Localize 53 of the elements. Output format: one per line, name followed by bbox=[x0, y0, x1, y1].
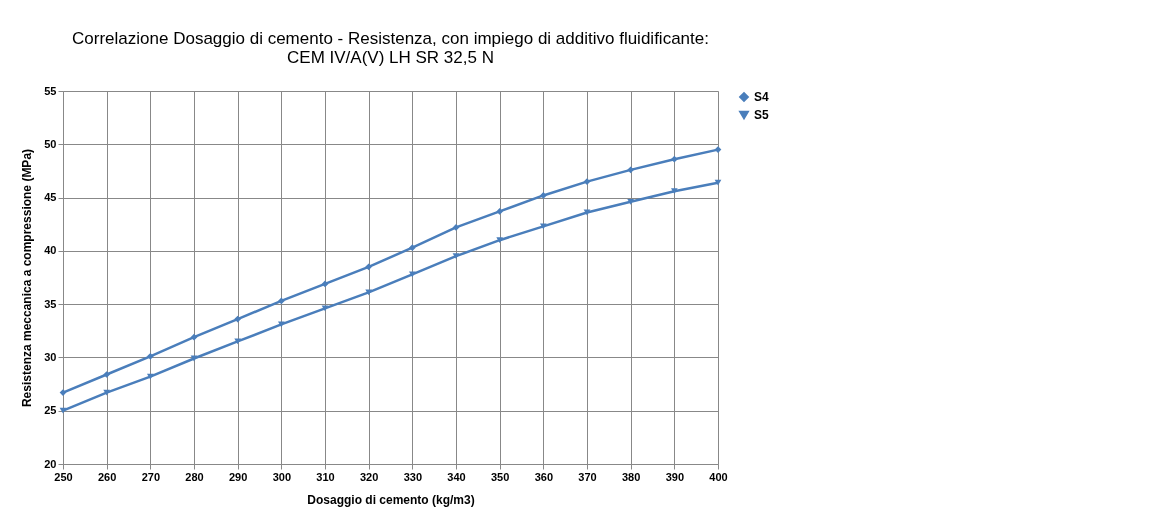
point bbox=[408, 271, 416, 278]
point bbox=[714, 179, 722, 186]
x-tick-label: 360 bbox=[534, 470, 554, 483]
y-tick-label: 30 bbox=[44, 350, 57, 363]
point bbox=[408, 244, 416, 252]
point bbox=[496, 237, 504, 244]
point bbox=[539, 192, 547, 199]
point bbox=[627, 198, 635, 205]
y-tick-label: 35 bbox=[44, 297, 57, 310]
point bbox=[103, 389, 111, 396]
point bbox=[627, 166, 635, 174]
point bbox=[539, 223, 547, 230]
x-tick-label: 300 bbox=[272, 470, 292, 483]
y-tick-label: 45 bbox=[44, 191, 57, 204]
y-tick-label: 40 bbox=[44, 244, 57, 257]
x-tick-label: 390 bbox=[665, 470, 685, 483]
text: Correlazione Dosaggio di cemento - Resistenza, con impiego di additivo fluidificante: bbox=[72, 29, 709, 48]
y-tick-label: 50 bbox=[44, 137, 57, 150]
point bbox=[321, 280, 329, 288]
x-tick-label: 370 bbox=[578, 470, 597, 483]
legend-label: S4 bbox=[754, 90, 769, 104]
y-tick-label: 25 bbox=[44, 404, 57, 417]
x-tick-label: 270 bbox=[141, 470, 161, 483]
point bbox=[103, 371, 111, 378]
x-tick-label: 400 bbox=[709, 470, 728, 483]
point bbox=[190, 355, 198, 362]
point bbox=[277, 321, 285, 328]
point bbox=[146, 353, 154, 360]
x-tick-label: 330 bbox=[403, 470, 423, 483]
x-tick-label: 260 bbox=[97, 470, 117, 483]
point bbox=[670, 188, 678, 195]
y-axis-title: Resistenza meccanica a compressione (MPa) bbox=[20, 148, 35, 408]
text: CEM IV/A(V) LH SR 32,5 N bbox=[287, 48, 494, 67]
x-tick-label: 290 bbox=[228, 470, 248, 483]
point bbox=[234, 315, 242, 323]
x-tick-label: 320 bbox=[359, 470, 379, 483]
x-axis-title: Dosaggio di cemento (kg/m3) bbox=[307, 492, 475, 507]
point bbox=[365, 263, 373, 271]
point bbox=[452, 253, 460, 260]
x-tick-label: 350 bbox=[490, 470, 510, 483]
point bbox=[583, 209, 591, 216]
point bbox=[277, 297, 285, 305]
point bbox=[496, 208, 504, 215]
x-tick-label: 280 bbox=[185, 470, 204, 483]
y-tick-label: 55 bbox=[44, 84, 57, 97]
x-tick-label: 340 bbox=[447, 470, 466, 483]
point bbox=[190, 333, 198, 341]
point bbox=[670, 155, 678, 163]
x-tick-label: 250 bbox=[54, 470, 73, 483]
legend-label: S5 bbox=[754, 108, 769, 122]
y-tick-label: 20 bbox=[44, 457, 57, 470]
x-tick-label: 380 bbox=[621, 470, 641, 483]
x-tick-label: 310 bbox=[316, 470, 335, 483]
